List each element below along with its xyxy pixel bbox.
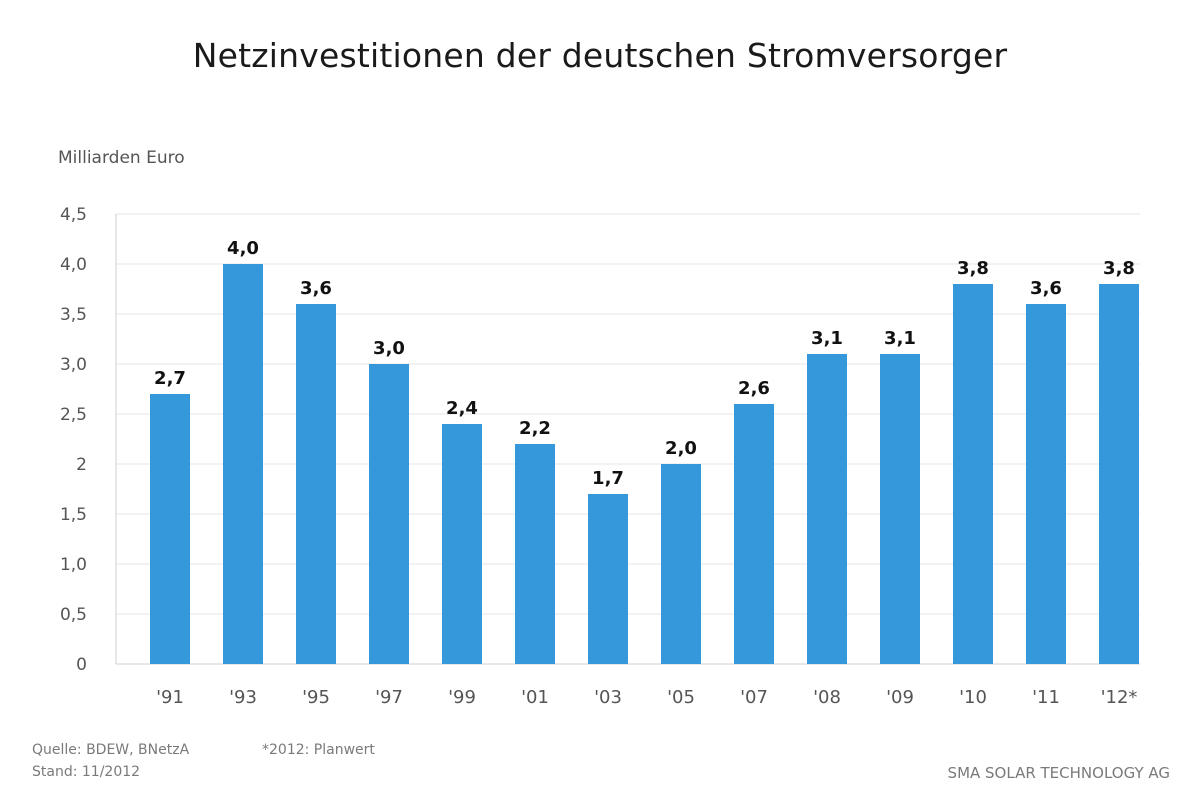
y-tick-label: 0,5 (60, 605, 87, 625)
bar (880, 354, 920, 664)
planwert-note: *2012: Planwert (262, 742, 375, 758)
bar (1099, 284, 1139, 664)
bar (150, 394, 190, 664)
bar (442, 424, 482, 664)
x-tick-label: '91 (156, 687, 184, 708)
bar (515, 444, 555, 664)
y-tick-label: 4,0 (60, 255, 87, 275)
bar (223, 264, 263, 664)
bar (369, 364, 409, 664)
data-label: 3,1 (884, 328, 916, 349)
x-tick-label: '11 (1032, 687, 1060, 708)
x-tick-label: '12* (1101, 687, 1138, 708)
x-tick-label: '99 (448, 687, 476, 708)
y-tick-label: 1,0 (60, 555, 87, 575)
y-tick-label: 2,5 (60, 405, 87, 425)
x-tick-label: '97 (375, 687, 403, 708)
y-tick-label: 2 (76, 455, 87, 475)
y-tick-label: 0 (76, 655, 87, 675)
data-label: 2,2 (519, 418, 551, 439)
data-label: 2,4 (446, 398, 478, 419)
bar (734, 404, 774, 664)
data-label: 2,6 (738, 378, 770, 399)
y-tick-label: 4,5 (60, 205, 87, 225)
y-tick-label: 3,0 (60, 355, 87, 375)
y-tick-label: 1,5 (60, 505, 87, 525)
x-tick-label: '95 (302, 687, 330, 708)
x-tick-label: '03 (594, 687, 622, 708)
source-note: Quelle: BDEW, BNetzA (32, 742, 190, 758)
data-label: 1,7 (592, 468, 624, 489)
data-label: 3,0 (373, 338, 405, 359)
x-tick-label: '05 (667, 687, 695, 708)
company-name: SMA SOLAR TECHNOLOGY AG (947, 764, 1170, 782)
data-label: 3,1 (811, 328, 843, 349)
x-tick-label: '07 (740, 687, 768, 708)
y-axis-label: Milliarden Euro (58, 148, 185, 168)
data-label: 4,0 (227, 238, 259, 259)
stand-note: Stand: 11/2012 (32, 764, 141, 780)
bar (953, 284, 993, 664)
x-tick-label: '93 (229, 687, 257, 708)
data-label: 3,8 (1103, 258, 1135, 279)
bar (1026, 304, 1066, 664)
bar (296, 304, 336, 664)
chart-title: Netzinvestitionen der deutschen Stromver… (192, 36, 1008, 75)
data-label: 3,6 (1030, 278, 1062, 299)
data-label: 3,6 (300, 278, 332, 299)
data-label: 2,7 (154, 368, 186, 389)
x-tick-label: '09 (886, 687, 914, 708)
data-label: 2,0 (665, 438, 697, 459)
bar (661, 464, 701, 664)
data-label: 3,8 (957, 258, 989, 279)
x-tick-label: '08 (813, 687, 841, 708)
bar (588, 494, 628, 664)
x-tick-label: '10 (959, 687, 987, 708)
bar (807, 354, 847, 664)
x-tick-label: '01 (521, 687, 549, 708)
y-tick-label: 3,5 (60, 305, 87, 325)
